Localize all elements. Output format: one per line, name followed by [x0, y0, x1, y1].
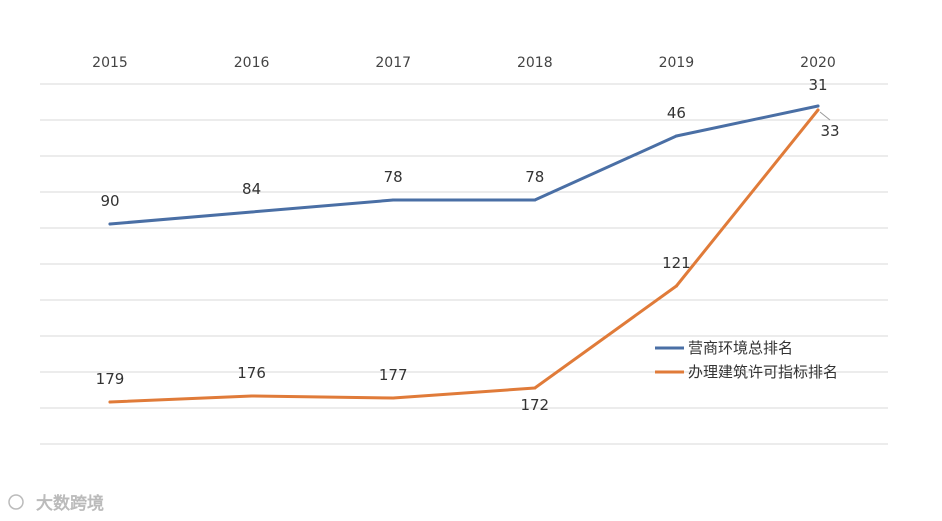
data-label: 176	[237, 364, 266, 382]
x-tick-label: 2017	[375, 55, 411, 71]
gridlines	[40, 83, 888, 445]
x-tick-label: 2020	[800, 55, 836, 71]
label-leader-line	[819, 111, 831, 121]
data-point	[674, 134, 678, 138]
data-label: 172	[520, 396, 549, 414]
x-axis-ticks: 2015 2016 2017 2018 2019 2020	[92, 55, 836, 71]
x-tick-label: 2016	[234, 55, 270, 71]
weibo-icon	[8, 494, 24, 510]
data-point	[533, 386, 537, 390]
x-tick-label: 2018	[517, 55, 553, 71]
data-point	[816, 104, 820, 108]
data-point	[391, 396, 395, 400]
series-layer	[108, 104, 820, 404]
data-label: 78	[525, 168, 544, 186]
data-point	[816, 108, 820, 112]
data-label: 33	[820, 122, 839, 140]
data-label: 90	[100, 192, 119, 210]
data-label: 179	[96, 370, 125, 388]
legend-entry: 营商环境总排名	[688, 339, 793, 357]
data-point	[533, 198, 537, 202]
data-point	[674, 284, 678, 288]
data-label: 84	[242, 180, 261, 198]
data-label: 177	[379, 366, 408, 384]
x-tick-label: 2015	[92, 55, 128, 71]
legend-entry: 办理建筑许可指标排名	[688, 363, 838, 381]
series-line	[108, 104, 820, 226]
data-point	[250, 210, 254, 214]
data-point	[108, 222, 112, 226]
data-label: 31	[808, 76, 827, 94]
data-point	[108, 400, 112, 404]
data-label: 78	[384, 168, 403, 186]
data-labels: 90 84 78 78 46 31 179 176 177 172 121 33	[96, 76, 840, 414]
data-point	[250, 394, 254, 398]
footer-watermark: 大数跨境	[8, 493, 104, 514]
data-point	[391, 198, 395, 202]
x-tick-label: 2019	[659, 55, 695, 71]
data-label: 46	[667, 104, 686, 122]
data-label: 121	[662, 254, 691, 272]
footer-watermark-text: 大数跨境	[36, 493, 104, 514]
series-line	[108, 108, 820, 404]
